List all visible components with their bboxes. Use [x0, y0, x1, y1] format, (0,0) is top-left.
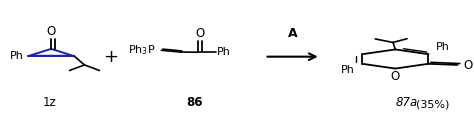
- Text: 87a: 87a: [396, 96, 418, 109]
- Text: 86: 86: [186, 96, 203, 109]
- Text: Ph$_3$P: Ph$_3$P: [128, 43, 155, 57]
- Text: 1z: 1z: [43, 96, 56, 109]
- Text: O: O: [46, 25, 56, 38]
- Text: +: +: [103, 48, 118, 66]
- Text: O: O: [195, 27, 204, 40]
- Text: O: O: [463, 59, 472, 72]
- Text: Ph: Ph: [9, 51, 23, 61]
- Text: Ph: Ph: [436, 42, 449, 53]
- Text: (35%): (35%): [416, 99, 449, 109]
- Text: A: A: [288, 27, 297, 40]
- Text: Ph: Ph: [217, 47, 231, 57]
- Text: Ph: Ph: [341, 65, 355, 75]
- Text: O: O: [391, 70, 400, 83]
